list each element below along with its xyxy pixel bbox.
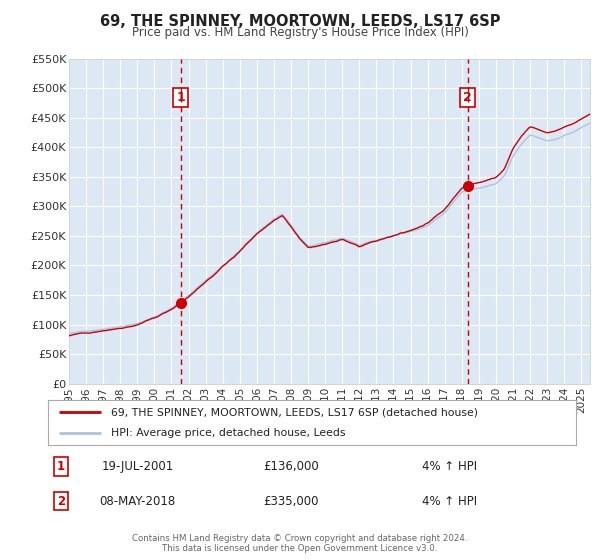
- Text: 08-MAY-2018: 08-MAY-2018: [100, 494, 176, 507]
- Text: 69, THE SPINNEY, MOORTOWN, LEEDS, LS17 6SP (detached house): 69, THE SPINNEY, MOORTOWN, LEEDS, LS17 6…: [112, 408, 478, 418]
- Text: 2: 2: [463, 91, 472, 104]
- Text: HPI: Average price, detached house, Leeds: HPI: Average price, detached house, Leed…: [112, 428, 346, 438]
- Text: Contains HM Land Registry data © Crown copyright and database right 2024.
This d: Contains HM Land Registry data © Crown c…: [132, 534, 468, 553]
- Text: 2: 2: [57, 494, 65, 507]
- Text: £136,000: £136,000: [263, 460, 319, 473]
- Text: 19-JUL-2001: 19-JUL-2001: [101, 460, 174, 473]
- Text: 4% ↑ HPI: 4% ↑ HPI: [422, 494, 477, 507]
- Text: 1: 1: [57, 460, 65, 473]
- Text: 1: 1: [176, 91, 185, 104]
- Text: 4% ↑ HPI: 4% ↑ HPI: [422, 460, 477, 473]
- Text: £335,000: £335,000: [263, 494, 319, 507]
- Text: Price paid vs. HM Land Registry's House Price Index (HPI): Price paid vs. HM Land Registry's House …: [131, 26, 469, 39]
- Text: 69, THE SPINNEY, MOORTOWN, LEEDS, LS17 6SP: 69, THE SPINNEY, MOORTOWN, LEEDS, LS17 6…: [100, 14, 500, 29]
